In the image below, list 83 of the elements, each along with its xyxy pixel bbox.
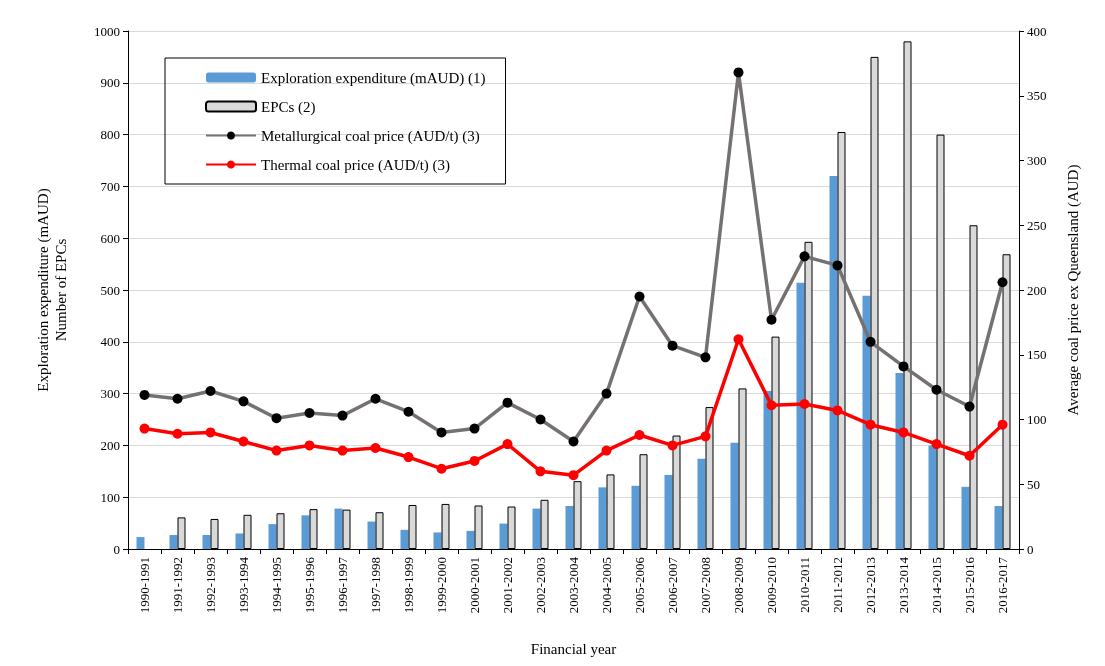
point bbox=[535, 466, 546, 477]
y2-tick-label: 150 bbox=[1027, 347, 1047, 363]
y-tick-label: 1000 bbox=[94, 23, 120, 39]
point bbox=[139, 423, 150, 434]
point bbox=[766, 400, 777, 411]
x-tick-label: 1992-1993 bbox=[203, 557, 218, 614]
point bbox=[205, 427, 216, 438]
x-tick-label: 2002-2003 bbox=[533, 557, 548, 614]
point bbox=[370, 442, 381, 453]
point bbox=[238, 436, 249, 447]
y2-tick-label: 0 bbox=[1027, 541, 1034, 557]
point bbox=[667, 440, 678, 451]
x-tick-label: 2012-2013 bbox=[863, 557, 878, 614]
y-tick-label: 600 bbox=[100, 230, 120, 246]
x-tick-label: 2006-2007 bbox=[665, 556, 680, 614]
point bbox=[403, 452, 414, 463]
point bbox=[997, 419, 1008, 430]
point bbox=[304, 440, 315, 451]
y-tick-label: 800 bbox=[100, 127, 120, 143]
x-axis-title: Financial year bbox=[530, 640, 617, 657]
y2-axis-title: Average coal price ex Queensland (AUD) bbox=[1065, 164, 1082, 416]
point bbox=[601, 445, 612, 456]
legend-label: EPCs (2) bbox=[261, 98, 316, 116]
x-tick-label: 1994-1995 bbox=[269, 557, 284, 614]
point bbox=[898, 427, 909, 438]
x-tick-label: 1993-1994 bbox=[236, 556, 251, 614]
x-tick-label: 1999-2000 bbox=[434, 557, 449, 614]
point bbox=[469, 455, 480, 466]
point bbox=[172, 428, 183, 439]
x-tick-label: 2016-2017 bbox=[995, 556, 1010, 614]
point bbox=[865, 419, 876, 430]
x-tick-label: 2013-2014 bbox=[896, 556, 911, 614]
y-tick-label: 500 bbox=[100, 282, 120, 298]
y-tick-label: 200 bbox=[100, 437, 120, 453]
x-tick-label: 2005-2006 bbox=[632, 556, 647, 614]
x-tick-label: 1998-1999 bbox=[401, 557, 416, 614]
x-tick-label: 1996-1997 bbox=[335, 556, 350, 614]
y2-tick-label: 100 bbox=[1027, 412, 1047, 427]
point bbox=[634, 430, 645, 441]
bar bbox=[136, 537, 145, 549]
point bbox=[733, 334, 744, 345]
x-tick-label: 2011-2012 bbox=[830, 557, 845, 613]
y2-tick-label: 200 bbox=[1027, 282, 1047, 298]
y2-tick-label: 400 bbox=[1027, 23, 1047, 39]
x-tick-label: 2004-2005 bbox=[599, 557, 614, 614]
x-tick-label: 2009-2010 bbox=[764, 557, 779, 614]
x-tick-label: 2000-2001 bbox=[467, 557, 482, 614]
point bbox=[337, 445, 348, 456]
legend-label: Metallurgical coal price (AUD/t) (3) bbox=[261, 127, 480, 145]
y2-tick-label: 350 bbox=[1027, 88, 1047, 104]
y-tick-label: 300 bbox=[100, 386, 120, 402]
y-tick-label: 400 bbox=[100, 334, 120, 350]
y-axis-title: Exploration expenditure (mAUD) Number of EPCs bbox=[35, 188, 69, 392]
point bbox=[502, 439, 513, 450]
x-tick-label: 2001-2002 bbox=[500, 557, 515, 614]
y-tick-label: 100 bbox=[100, 489, 120, 505]
point bbox=[700, 431, 711, 442]
legend-label: Exploration expenditure (mAUD) (1) bbox=[261, 69, 486, 87]
y-tick-label: 0 bbox=[113, 541, 120, 557]
x-tick-label: 2010-2011 bbox=[797, 557, 812, 613]
x-tick-label: 2015-2016 bbox=[962, 556, 977, 614]
point bbox=[271, 445, 282, 456]
y2-tick-label: 300 bbox=[1027, 153, 1047, 168]
x-tick-label: 2008-2009 bbox=[731, 557, 746, 614]
legend-label: Thermal coal price (AUD/t) (3) bbox=[261, 156, 451, 174]
x-tick-label: 2014-2015 bbox=[929, 557, 944, 614]
bar bbox=[235, 533, 244, 549]
x-tick-label: 1991-1992 bbox=[170, 557, 185, 614]
point bbox=[799, 398, 810, 409]
y-tick-label: 900 bbox=[100, 75, 120, 91]
point bbox=[832, 405, 843, 416]
y2-tick-label: 50 bbox=[1027, 476, 1040, 492]
y2-tick-label: 250 bbox=[1027, 217, 1047, 233]
x-tick-label: 2003-2004 bbox=[566, 556, 581, 614]
point bbox=[964, 450, 975, 461]
x-tick-label: 2007-2008 bbox=[698, 557, 713, 614]
x-tick-label: 1995-1996 bbox=[302, 556, 317, 614]
point bbox=[568, 470, 579, 481]
point bbox=[931, 439, 942, 450]
x-tick-label: 1997-1998 bbox=[368, 557, 383, 614]
point bbox=[436, 463, 447, 474]
y-tick-label: 700 bbox=[100, 178, 120, 194]
x-tick-label: 1990-1991 bbox=[137, 557, 152, 614]
